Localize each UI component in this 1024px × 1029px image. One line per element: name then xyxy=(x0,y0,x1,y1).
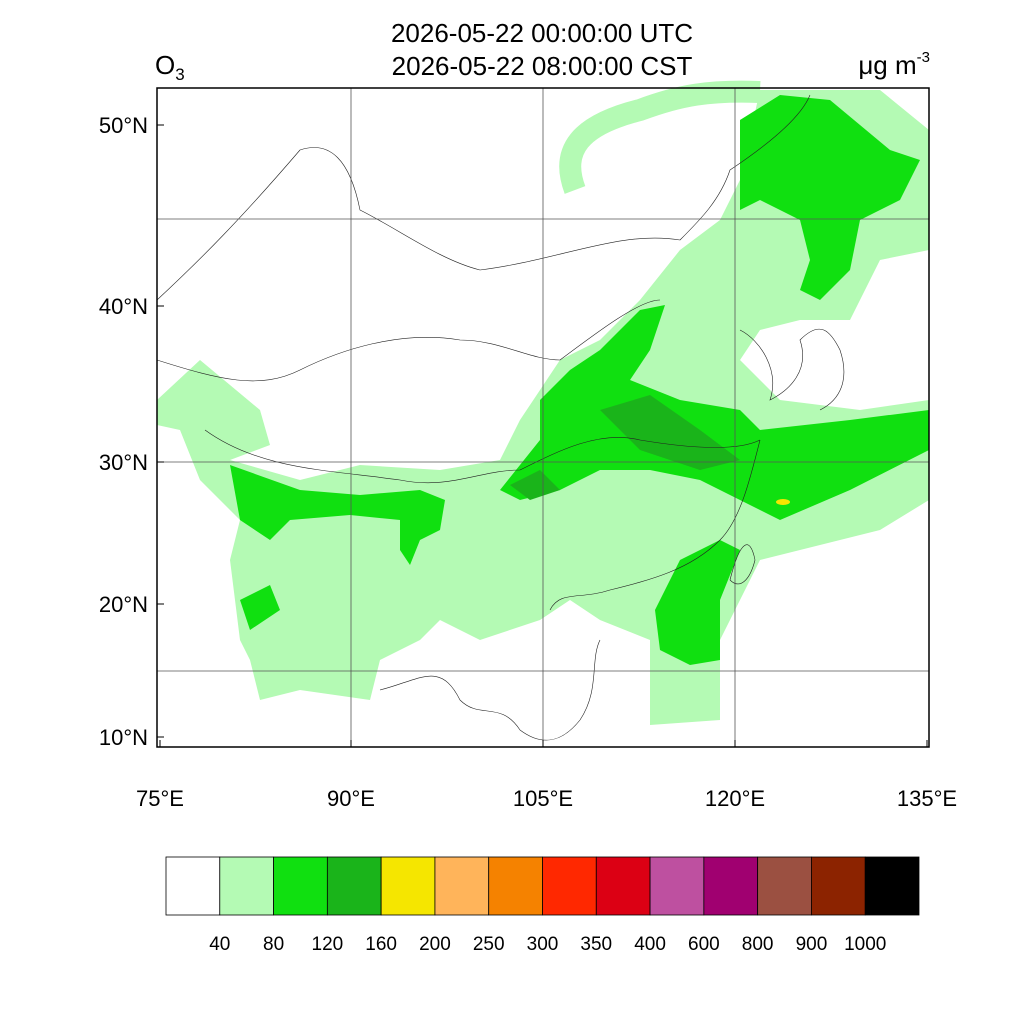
colorbar-swatch xyxy=(165,856,221,916)
colorbar-swatch xyxy=(273,856,328,916)
colorbar-swatch xyxy=(488,856,543,916)
units-superscript: -3 xyxy=(917,49,930,66)
field-contour xyxy=(500,305,929,520)
y-tick-label: 10°N xyxy=(99,725,148,750)
graticule xyxy=(157,88,929,747)
x-tick-label: 120°E xyxy=(705,786,765,811)
variable: O xyxy=(155,50,175,80)
x-tick-label: 75°E xyxy=(136,786,184,811)
field-contour xyxy=(240,585,280,630)
y-tick-label: 50°N xyxy=(99,113,148,138)
colorbar-swatch xyxy=(811,856,866,916)
x-tick-label: 105°E xyxy=(513,786,573,811)
colorbar-label: 1000 xyxy=(844,934,886,955)
colorbar-label: 250 xyxy=(473,934,505,955)
title-cst: 2026-05-22 08:00:00 CST xyxy=(392,51,693,81)
colorbar-label: 900 xyxy=(796,934,828,955)
colorbar-label: 600 xyxy=(688,934,720,955)
colorbar-label: 300 xyxy=(527,934,559,955)
axis-ticks: 75°E 90°E 105°E 120°E 135°E 50°N 40°N 30°N 20°N 1… xyxy=(99,113,957,811)
variable-label: O3 xyxy=(155,50,185,84)
field-contour xyxy=(740,95,920,300)
x-tick-label: 135°E xyxy=(897,786,957,811)
colorbar-swatch xyxy=(757,856,812,916)
colorbar-swatch xyxy=(219,856,274,916)
field-contour xyxy=(655,540,740,665)
field-contour xyxy=(559,80,761,194)
colorbar-label: 120 xyxy=(312,934,344,955)
colorbar-label: 40 xyxy=(209,934,230,955)
y-tick-label: 20°N xyxy=(99,592,148,617)
field-contour xyxy=(776,499,790,505)
colorbar-label: 400 xyxy=(634,934,666,955)
x-tick-label: 90°E xyxy=(327,786,375,811)
colorbar-swatch xyxy=(326,856,382,916)
colorbar-swatch xyxy=(542,856,597,916)
colorbar-swatch xyxy=(595,856,651,916)
colorbar-swatch xyxy=(434,856,490,916)
colorbar-swatch xyxy=(864,856,920,916)
title-utc: 2026-05-22 00:00:00 UTC xyxy=(391,18,693,48)
field-contour xyxy=(230,465,445,565)
colorbar: 40 80 120 160 200 250 300 350 400 600 800 900 1000 xyxy=(165,856,920,955)
colorbar-swatch xyxy=(703,856,759,916)
y-tick-label: 40°N xyxy=(99,294,148,319)
variable-subscript: 3 xyxy=(175,65,184,84)
colorbar-label: 350 xyxy=(580,934,612,955)
units-label: μg m-3 xyxy=(858,49,930,80)
colorbar-label: 80 xyxy=(263,934,284,955)
field-contour xyxy=(510,470,560,500)
colorbar-swatch xyxy=(380,856,436,916)
colorbar-swatch xyxy=(649,856,705,916)
colorbar-label: 200 xyxy=(419,934,451,955)
units: μg m xyxy=(858,50,916,80)
y-tick-label: 30°N xyxy=(99,450,148,475)
colorbar-label: 160 xyxy=(365,934,397,955)
field-contour xyxy=(600,395,740,470)
boundaries xyxy=(156,94,845,741)
colorbar-label: 800 xyxy=(742,934,774,955)
